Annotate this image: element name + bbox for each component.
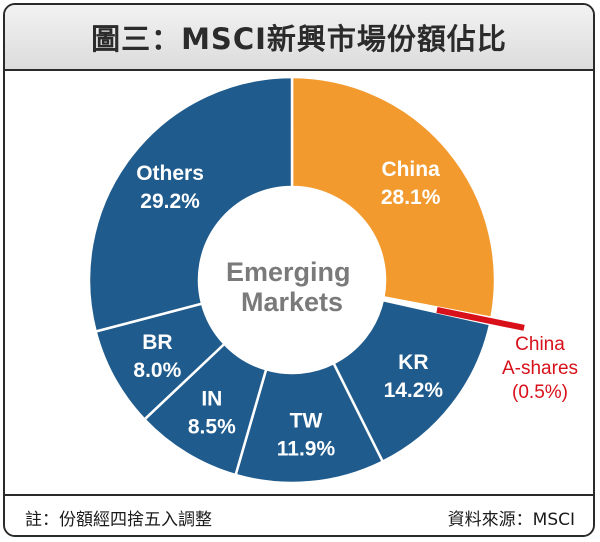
slice-value-in: 8.5% (188, 415, 236, 438)
slice-name-br: BR (142, 331, 172, 354)
slice-kr (331, 298, 492, 464)
slice-label-china: China 28.1% (381, 158, 441, 209)
slice-labels: China 28.1% KR 14.2% TW 11.9% IN 8.5% BR 8.0% Othe… (133, 158, 443, 461)
slice-label-br: BR 8.0% (133, 331, 181, 382)
slice-name-others: Others (136, 162, 204, 185)
slice-label-in: IN 8.5% (188, 387, 236, 438)
chart-panel: 圖三：MSCI新興市場份額佔比 China A-shares (0.5%) Chin… (3, 3, 595, 537)
callout-line-text-3: (0.5%) (512, 382, 568, 403)
center-label-line-1: Emerging (226, 257, 351, 287)
footer-note: 註：份額經四捨五入調整 (25, 510, 212, 530)
slice-label-kr: KR 14.2% (384, 351, 444, 402)
callout-line-text-2: A-shares (502, 358, 578, 379)
callout-label: China A-shares (0.5%) (502, 334, 578, 403)
slice-name-china: China (381, 158, 440, 181)
footer-bar: 註：份額經四捨五入調整 資料來源：MSCI (5, 494, 593, 535)
slice-value-others: 29.2% (140, 190, 200, 213)
slice-value-kr: 14.2% (384, 379, 444, 402)
donut-chart: China A-shares (0.5%) China 28.1% KR 14.2% TW 1… (87, 75, 578, 485)
footer-source: 資料來源：MSCI (447, 510, 575, 530)
slice-value-china: 28.1% (381, 186, 441, 209)
slice-others (87, 75, 294, 334)
donut-slices (87, 75, 497, 485)
slice-china (290, 75, 497, 320)
callout-group: China A-shares (0.5%) (436, 306, 578, 403)
slice-label-others: Others 29.2% (136, 162, 204, 213)
slice-value-br: 8.0% (133, 359, 181, 382)
chart-title: 圖三：MSCI新興市場份額佔比 (91, 22, 507, 56)
title-bar: 圖三：MSCI新興市場份額佔比 (5, 5, 593, 71)
slice-name-in: IN (201, 387, 222, 410)
callout-line-text-1: China (515, 334, 565, 355)
center-label: Emerging Markets (226, 257, 358, 317)
slice-label-tw: TW 11.9% (277, 409, 336, 460)
slice-value-tw: 11.9% (277, 437, 336, 460)
callout-line (436, 306, 525, 331)
center-label-line-2: Markets (241, 287, 343, 317)
slice-name-tw: TW (290, 409, 323, 432)
slice-name-kr: KR (398, 351, 428, 374)
